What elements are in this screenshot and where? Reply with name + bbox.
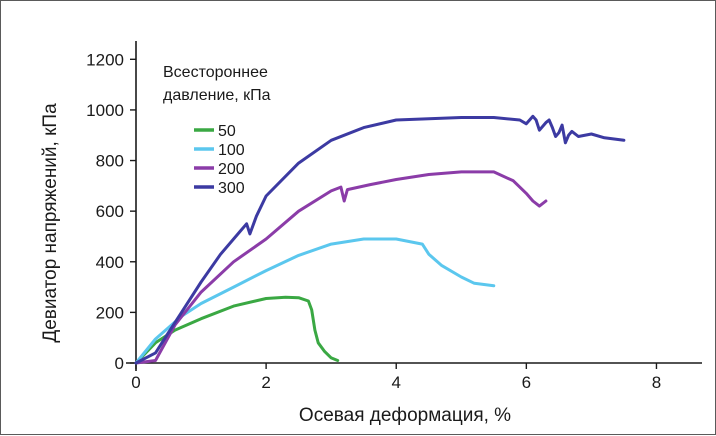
y-tick-label: 0 <box>115 354 124 373</box>
legend-label-100: 100 <box>218 142 245 159</box>
x-tick-label: 6 <box>522 373 531 392</box>
y-tick-label: 800 <box>96 152 124 171</box>
series-lines <box>134 114 626 365</box>
y-tick-label: 200 <box>96 303 124 322</box>
y-tick-label: 600 <box>96 202 124 221</box>
y-tick-label: 1000 <box>86 101 124 120</box>
y-axis-title: Девиатор напряжений, кПа <box>40 103 61 343</box>
series-line-50 <box>134 295 340 365</box>
legend-label-200: 200 <box>218 161 245 178</box>
legend-items: 50 100 200 300 <box>194 123 245 197</box>
x-tick-label: 8 <box>652 373 661 392</box>
y-tick-label: 1200 <box>86 50 124 69</box>
x-axis-title: Осевая деформация, % <box>299 405 511 426</box>
series-line-300 <box>134 114 626 365</box>
legend-label-300: 300 <box>218 180 245 197</box>
x-ticks: 0 2 4 6 8 <box>131 363 661 392</box>
series-line-100 <box>134 237 496 365</box>
x-tick-label: 0 <box>131 373 140 392</box>
legend-title-line-1: Всестороннее <box>163 64 268 81</box>
series-line-200 <box>134 170 548 365</box>
legend: Всестороннее давление, кПа 50 100 200 300 <box>163 64 271 197</box>
legend-title-line-2: давление, кПа <box>163 87 271 104</box>
axes <box>126 41 702 371</box>
x-tick-label: 4 <box>391 373 400 392</box>
y-ticks: 0 200 400 600 800 1000 1200 <box>86 50 136 373</box>
y-tick-label: 400 <box>96 253 124 272</box>
x-tick-label: 2 <box>261 373 270 392</box>
legend-label-50: 50 <box>218 123 236 140</box>
